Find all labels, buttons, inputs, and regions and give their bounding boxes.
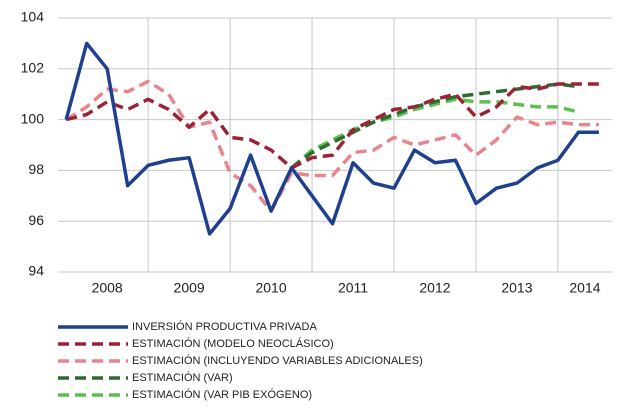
legend-label: INVERSIÓN PRODUCTIVA PRIVADA <box>132 320 317 333</box>
x-tick-label: 2013 <box>501 280 532 296</box>
y-tick-label: 104 <box>21 9 45 25</box>
series-line <box>64 41 599 236</box>
y-tick-label: 96 <box>28 212 44 228</box>
x-tick-label: 2010 <box>255 280 286 296</box>
x-tick-label: 2012 <box>419 280 450 296</box>
legend-label: ESTIMACIÓN (VAR) <box>132 371 233 384</box>
y-tick-label: 102 <box>21 60 45 76</box>
x-tick-label: 2011 <box>338 280 368 296</box>
legend-label: ESTIMACIÓN (INCLUYENDO VARIABLES ADICION… <box>132 354 423 367</box>
x-tick-label: 2008 <box>92 280 123 296</box>
legend-label: ESTIMACIÓN (MODELO NEOCLÁSICO) <box>132 337 334 350</box>
legend-label: ESTIMACIÓN (VAR PIB EXÓGENO) <box>132 388 312 401</box>
y-tick-label: 94 <box>28 263 44 279</box>
x-tick-label: 2014 <box>569 280 600 296</box>
series-line <box>290 97 579 170</box>
y-tick-label: 98 <box>28 161 44 177</box>
series-line <box>290 82 579 170</box>
series-line <box>65 79 599 213</box>
y-tick-label: 100 <box>21 110 45 126</box>
x-tick-label: 2009 <box>174 280 205 296</box>
series-line <box>65 82 599 170</box>
